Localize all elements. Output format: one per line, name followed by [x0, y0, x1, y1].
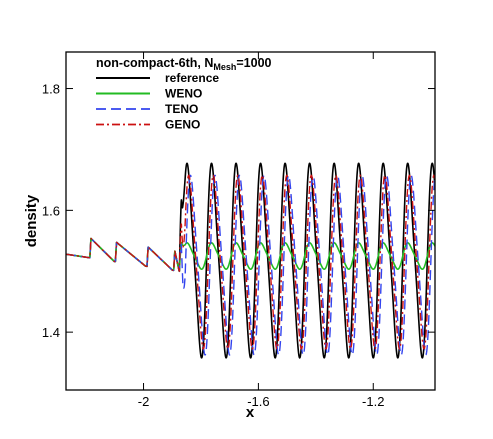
plot-frame [65, 51, 436, 391]
x-axis-label: x [246, 404, 255, 421]
plot-area [66, 162, 435, 359]
legend-title-main: non-compact-6th, N [96, 56, 213, 70]
series-line-weno [66, 237, 435, 273]
y-tick-label: 1.8 [42, 82, 60, 97]
legend-title-subscript: Mesh [213, 62, 236, 72]
x-tick-label: -2 [138, 394, 150, 409]
series-line-geno [66, 174, 435, 350]
y-tick-label: 1.4 [42, 325, 60, 340]
y-axis-label: density [23, 194, 40, 247]
legend-label-weno: WENO [165, 87, 202, 101]
legend-title: non-compact-6th, NMesh=1000 [96, 56, 272, 72]
series-line-teno [66, 174, 435, 356]
x-tick-label: -1.2 [362, 394, 384, 409]
y-tick-label: 1.6 [42, 203, 60, 218]
legend-label-reference: reference [165, 71, 219, 85]
legend-label-teno: TENO [165, 102, 198, 116]
x-tick-label: -1.6 [247, 394, 269, 409]
y-axis: 1.4 1.6 1.8 [42, 82, 435, 340]
legend: non-compact-6th, NMesh=1000 reference WEN… [96, 56, 272, 132]
legend-label-geno: GENO [165, 118, 200, 132]
legend-title-tail: =1000 [236, 56, 271, 70]
x-axis: -2 -1.6 -1.2 [138, 52, 384, 409]
